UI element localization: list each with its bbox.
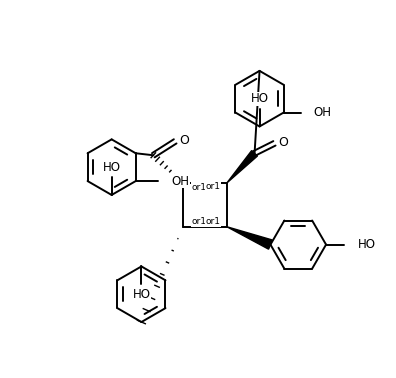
Text: or1: or1 [206,181,221,191]
Text: or1: or1 [192,217,206,226]
Polygon shape [227,227,272,249]
Text: or1: or1 [206,217,221,226]
Polygon shape [227,150,257,183]
Text: OH: OH [313,106,331,119]
Text: OH: OH [171,175,189,187]
Text: HO: HO [103,161,121,174]
Text: O: O [179,134,189,147]
Text: HO: HO [358,238,376,251]
Text: HO: HO [132,288,150,301]
Text: or1: or1 [192,183,206,192]
Text: O: O [278,136,288,149]
Text: HO: HO [251,92,268,105]
